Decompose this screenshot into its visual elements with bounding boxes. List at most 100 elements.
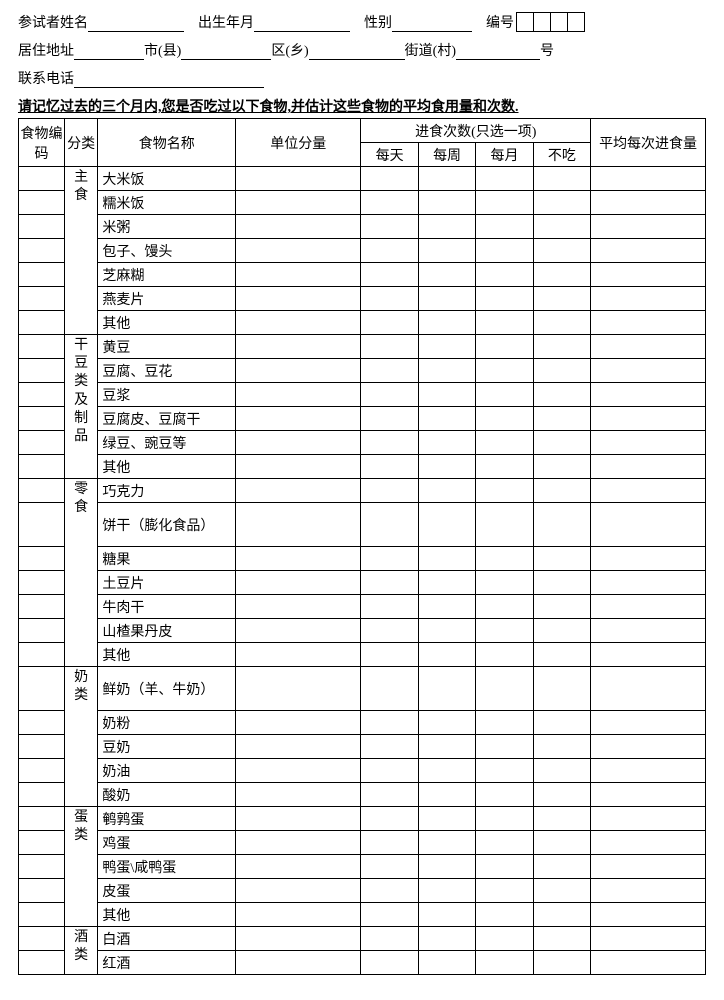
- freq-cell[interactable]: [476, 855, 533, 879]
- freq-cell[interactable]: [476, 215, 533, 239]
- food-code-cell[interactable]: [19, 879, 65, 903]
- food-code-cell[interactable]: [19, 191, 65, 215]
- food-code-cell[interactable]: [19, 167, 65, 191]
- freq-cell[interactable]: [418, 783, 475, 807]
- freq-cell[interactable]: [533, 503, 590, 547]
- freq-cell[interactable]: [533, 735, 590, 759]
- freq-cell[interactable]: [361, 215, 418, 239]
- number-blank[interactable]: [456, 42, 540, 60]
- avg-amount-cell[interactable]: [591, 855, 706, 879]
- unit-cell[interactable]: [236, 359, 361, 383]
- freq-cell[interactable]: [418, 479, 475, 503]
- unit-cell[interactable]: [236, 951, 361, 975]
- freq-cell[interactable]: [418, 667, 475, 711]
- avg-amount-cell[interactable]: [591, 503, 706, 547]
- unit-cell[interactable]: [236, 879, 361, 903]
- avg-amount-cell[interactable]: [591, 903, 706, 927]
- avg-amount-cell[interactable]: [591, 643, 706, 667]
- food-code-cell[interactable]: [19, 783, 65, 807]
- freq-cell[interactable]: [476, 759, 533, 783]
- food-code-cell[interactable]: [19, 571, 65, 595]
- freq-cell[interactable]: [418, 595, 475, 619]
- freq-cell[interactable]: [361, 431, 418, 455]
- freq-cell[interactable]: [533, 667, 590, 711]
- freq-cell[interactable]: [533, 263, 590, 287]
- freq-cell[interactable]: [533, 191, 590, 215]
- freq-cell[interactable]: [476, 927, 533, 951]
- freq-cell[interactable]: [476, 407, 533, 431]
- freq-cell[interactable]: [361, 359, 418, 383]
- freq-cell[interactable]: [361, 783, 418, 807]
- freq-cell[interactable]: [418, 191, 475, 215]
- freq-cell[interactable]: [361, 547, 418, 571]
- food-code-cell[interactable]: [19, 407, 65, 431]
- freq-cell[interactable]: [476, 335, 533, 359]
- freq-cell[interactable]: [533, 783, 590, 807]
- avg-amount-cell[interactable]: [591, 879, 706, 903]
- unit-cell[interactable]: [236, 927, 361, 951]
- freq-cell[interactable]: [476, 735, 533, 759]
- unit-cell[interactable]: [236, 263, 361, 287]
- food-code-cell[interactable]: [19, 831, 65, 855]
- avg-amount-cell[interactable]: [591, 831, 706, 855]
- avg-amount-cell[interactable]: [591, 407, 706, 431]
- avg-amount-cell[interactable]: [591, 807, 706, 831]
- food-code-cell[interactable]: [19, 619, 65, 643]
- freq-cell[interactable]: [418, 951, 475, 975]
- freq-cell[interactable]: [361, 903, 418, 927]
- freq-cell[interactable]: [476, 359, 533, 383]
- freq-cell[interactable]: [361, 311, 418, 335]
- avg-amount-cell[interactable]: [591, 479, 706, 503]
- unit-cell[interactable]: [236, 311, 361, 335]
- freq-cell[interactable]: [476, 311, 533, 335]
- freq-cell[interactable]: [418, 807, 475, 831]
- freq-cell[interactable]: [418, 287, 475, 311]
- unit-cell[interactable]: [236, 711, 361, 735]
- freq-cell[interactable]: [533, 855, 590, 879]
- avg-amount-cell[interactable]: [591, 927, 706, 951]
- freq-cell[interactable]: [476, 287, 533, 311]
- unit-cell[interactable]: [236, 191, 361, 215]
- freq-cell[interactable]: [476, 783, 533, 807]
- street-blank[interactable]: [309, 42, 405, 60]
- avg-amount-cell[interactable]: [591, 287, 706, 311]
- birth-blank[interactable]: [254, 14, 350, 32]
- food-code-cell[interactable]: [19, 547, 65, 571]
- freq-cell[interactable]: [476, 831, 533, 855]
- freq-cell[interactable]: [476, 643, 533, 667]
- freq-cell[interactable]: [361, 407, 418, 431]
- id-box[interactable]: [550, 12, 568, 32]
- freq-cell[interactable]: [476, 431, 533, 455]
- food-code-cell[interactable]: [19, 215, 65, 239]
- unit-cell[interactable]: [236, 479, 361, 503]
- freq-cell[interactable]: [476, 191, 533, 215]
- freq-cell[interactable]: [476, 167, 533, 191]
- freq-cell[interactable]: [476, 807, 533, 831]
- phone-blank[interactable]: [74, 70, 264, 88]
- avg-amount-cell[interactable]: [591, 167, 706, 191]
- unit-cell[interactable]: [236, 407, 361, 431]
- unit-cell[interactable]: [236, 287, 361, 311]
- food-code-cell[interactable]: [19, 503, 65, 547]
- freq-cell[interactable]: [418, 215, 475, 239]
- food-code-cell[interactable]: [19, 263, 65, 287]
- freq-cell[interactable]: [533, 927, 590, 951]
- food-code-cell[interactable]: [19, 807, 65, 831]
- food-code-cell[interactable]: [19, 667, 65, 711]
- freq-cell[interactable]: [361, 335, 418, 359]
- food-code-cell[interactable]: [19, 479, 65, 503]
- freq-cell[interactable]: [361, 831, 418, 855]
- freq-cell[interactable]: [533, 407, 590, 431]
- freq-cell[interactable]: [533, 239, 590, 263]
- freq-cell[interactable]: [361, 167, 418, 191]
- freq-cell[interactable]: [418, 383, 475, 407]
- unit-cell[interactable]: [236, 571, 361, 595]
- freq-cell[interactable]: [476, 239, 533, 263]
- avg-amount-cell[interactable]: [591, 263, 706, 287]
- avg-amount-cell[interactable]: [591, 711, 706, 735]
- avg-amount-cell[interactable]: [591, 239, 706, 263]
- freq-cell[interactable]: [533, 455, 590, 479]
- freq-cell[interactable]: [418, 855, 475, 879]
- unit-cell[interactable]: [236, 667, 361, 711]
- freq-cell[interactable]: [361, 263, 418, 287]
